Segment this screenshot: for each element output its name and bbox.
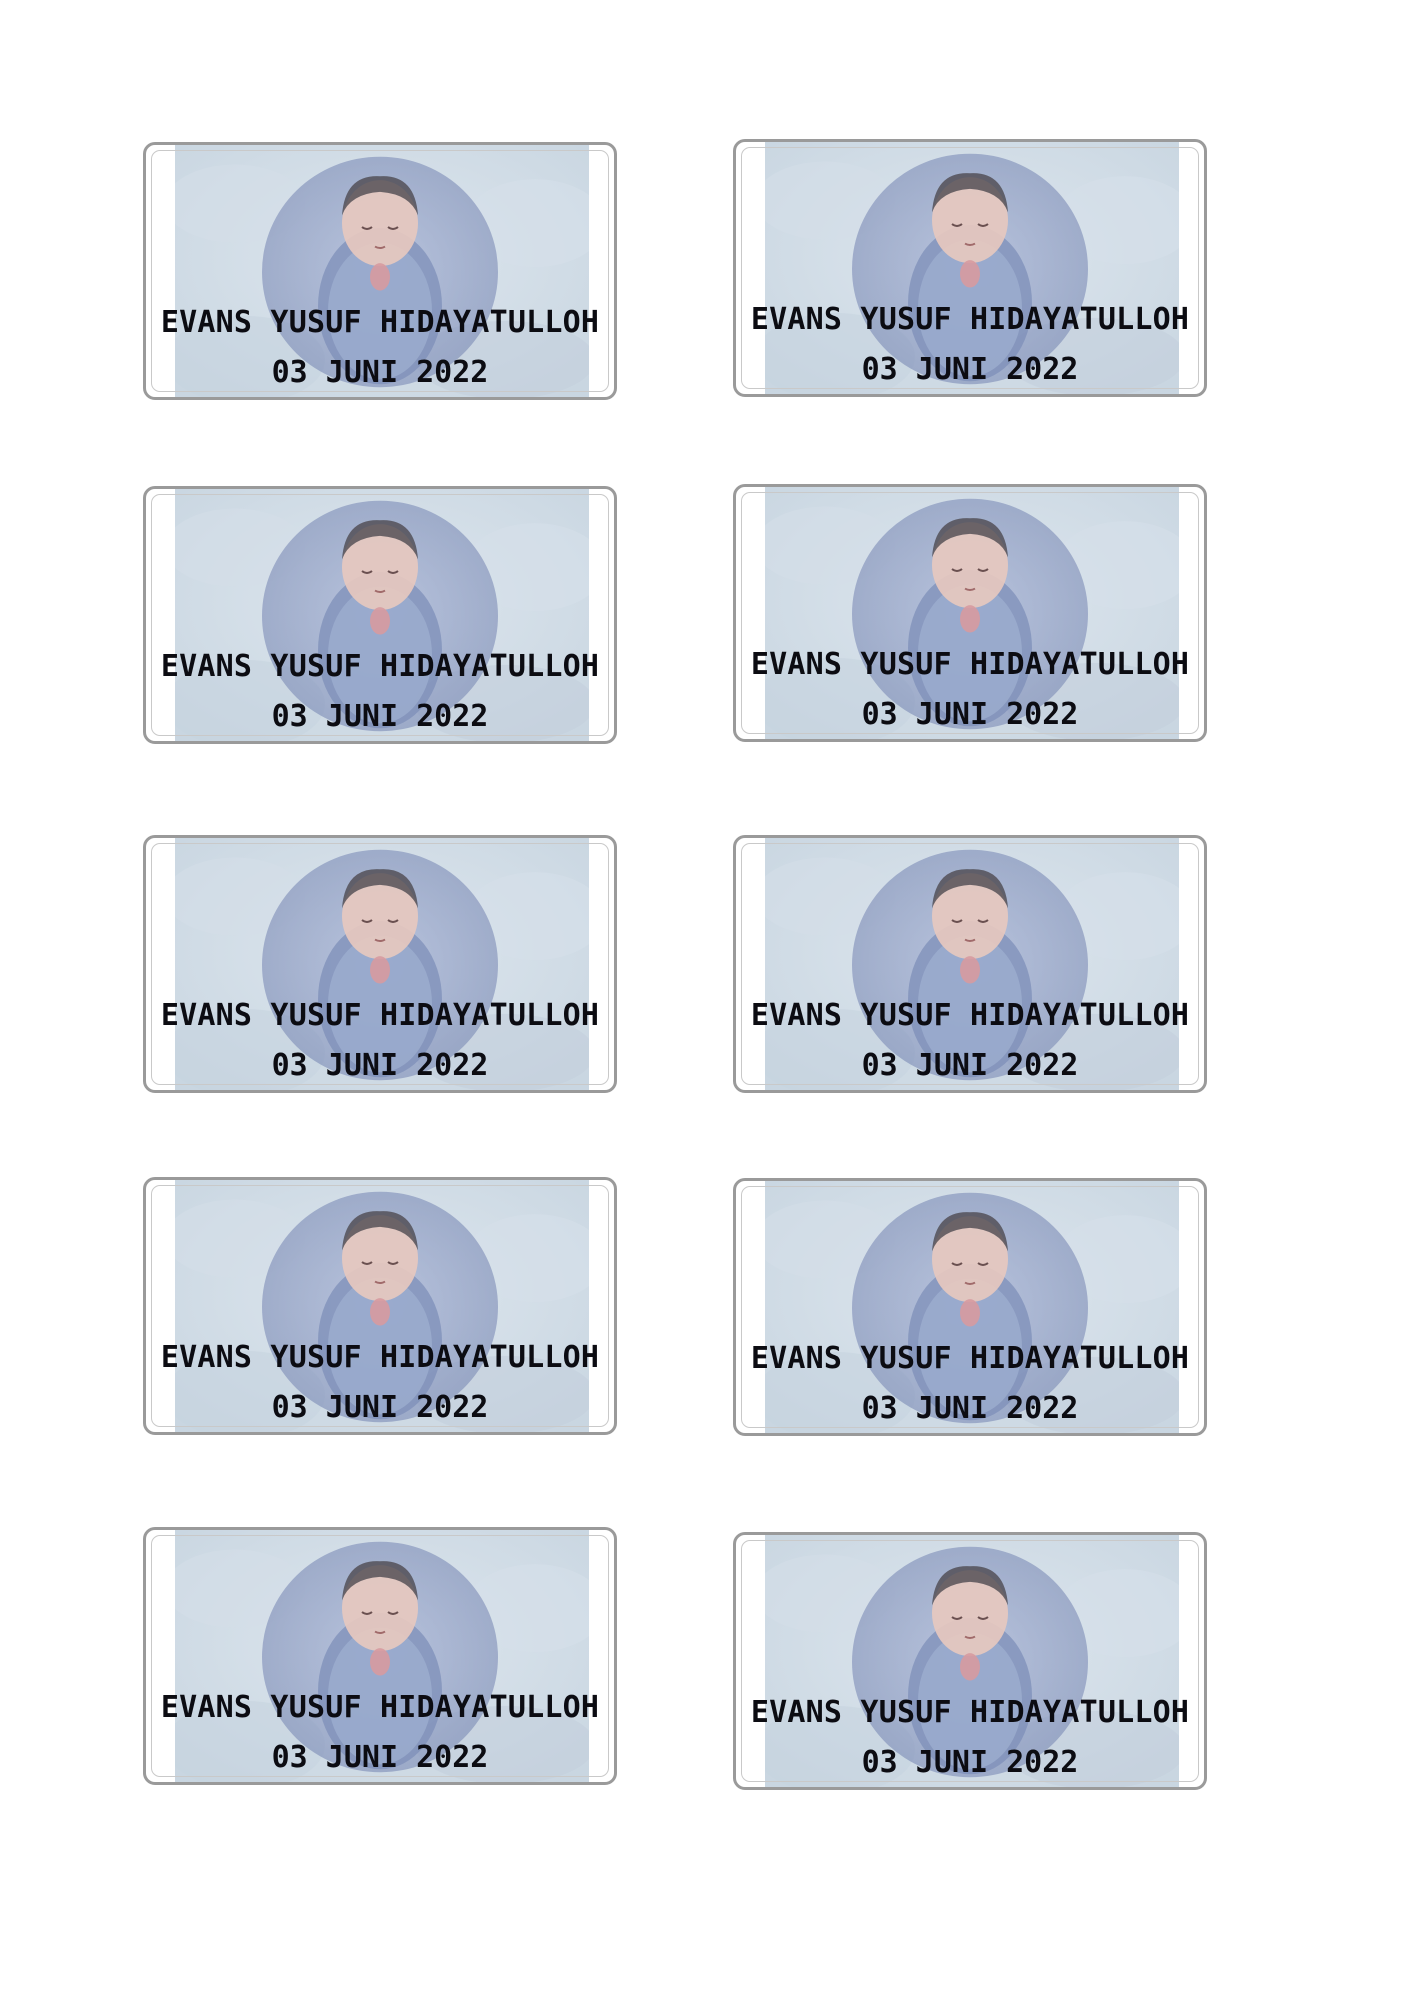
- baby-name: EVANS YUSUF HIDAYATULLOH: [750, 302, 1190, 337]
- birth-date: 03 JUNI 2022: [271, 1390, 489, 1425]
- baby-name: EVANS YUSUF HIDAYATULLOH: [160, 998, 600, 1033]
- baby-photo: [765, 838, 1179, 1090]
- label-inner-frame: [151, 150, 609, 392]
- baby-name: EVANS YUSUF HIDAYATULLOH: [750, 1695, 1190, 1730]
- baby-photo: [175, 489, 589, 741]
- name-label: EVANS YUSUF HIDAYATULLOH 03 JUNI 2022: [143, 1177, 617, 1435]
- birth-date: 03 JUNI 2022: [861, 697, 1079, 732]
- label-inner-frame: [741, 1186, 1199, 1428]
- baby-photo: [765, 142, 1179, 394]
- label-inner-frame: [741, 843, 1199, 1085]
- birth-date: 03 JUNI 2022: [271, 1048, 489, 1083]
- baby-name: EVANS YUSUF HIDAYATULLOH: [160, 649, 600, 684]
- baby-name: EVANS YUSUF HIDAYATULLOH: [160, 305, 600, 340]
- baby-name: EVANS YUSUF HIDAYATULLOH: [750, 1341, 1190, 1376]
- name-label: EVANS YUSUF HIDAYATULLOH 03 JUNI 2022: [143, 835, 617, 1093]
- baby-name: EVANS YUSUF HIDAYATULLOH: [750, 998, 1190, 1033]
- name-label: EVANS YUSUF HIDAYATULLOH 03 JUNI 2022: [733, 484, 1207, 742]
- name-label: EVANS YUSUF HIDAYATULLOH 03 JUNI 2022: [733, 835, 1207, 1093]
- name-label: EVANS YUSUF HIDAYATULLOH 03 JUNI 2022: [733, 1532, 1207, 1790]
- name-label: EVANS YUSUF HIDAYATULLOH 03 JUNI 2022: [733, 139, 1207, 397]
- baby-photo: [175, 838, 589, 1090]
- birth-date: 03 JUNI 2022: [271, 1740, 489, 1775]
- name-label: EVANS YUSUF HIDAYATULLOH 03 JUNI 2022: [143, 486, 617, 744]
- name-label: EVANS YUSUF HIDAYATULLOH 03 JUNI 2022: [733, 1178, 1207, 1436]
- name-label: EVANS YUSUF HIDAYATULLOH 03 JUNI 2022: [143, 142, 617, 400]
- baby-photo: [175, 1530, 589, 1782]
- name-label: EVANS YUSUF HIDAYATULLOH 03 JUNI 2022: [143, 1527, 617, 1785]
- baby-name: EVANS YUSUF HIDAYATULLOH: [750, 647, 1190, 682]
- baby-photo: [765, 1181, 1179, 1433]
- birth-date: 03 JUNI 2022: [271, 355, 489, 390]
- label-inner-frame: [151, 494, 609, 736]
- birth-date: 03 JUNI 2022: [861, 1745, 1079, 1780]
- label-inner-frame: [151, 1535, 609, 1777]
- baby-photo: [175, 1180, 589, 1432]
- baby-photo: [765, 487, 1179, 739]
- birth-date: 03 JUNI 2022: [861, 352, 1079, 387]
- label-inner-frame: [151, 843, 609, 1085]
- birth-date: 03 JUNI 2022: [861, 1391, 1079, 1426]
- baby-photo: [175, 145, 589, 397]
- baby-name: EVANS YUSUF HIDAYATULLOH: [160, 1690, 600, 1725]
- label-inner-frame: [741, 492, 1199, 734]
- label-inner-frame: [151, 1185, 609, 1427]
- label-inner-frame: [741, 147, 1199, 389]
- baby-name: EVANS YUSUF HIDAYATULLOH: [160, 1340, 600, 1375]
- label-inner-frame: [741, 1540, 1199, 1782]
- birth-date: 03 JUNI 2022: [861, 1048, 1079, 1083]
- baby-photo: [765, 1535, 1179, 1787]
- birth-date: 03 JUNI 2022: [271, 699, 489, 734]
